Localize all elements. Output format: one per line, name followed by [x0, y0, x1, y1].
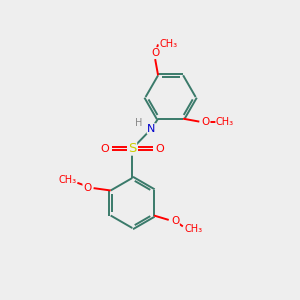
Text: S: S	[128, 142, 136, 155]
Text: O: O	[202, 117, 210, 127]
Text: O: O	[155, 143, 164, 154]
Text: H: H	[135, 118, 143, 128]
Text: O: O	[83, 182, 91, 193]
Text: CH₃: CH₃	[184, 224, 202, 234]
Text: CH₃: CH₃	[216, 117, 234, 127]
Text: O: O	[101, 143, 110, 154]
Text: CH₃: CH₃	[159, 39, 178, 50]
Text: O: O	[171, 215, 179, 226]
Text: N: N	[147, 124, 156, 134]
Text: O: O	[151, 48, 159, 58]
Text: CH₃: CH₃	[58, 176, 76, 185]
